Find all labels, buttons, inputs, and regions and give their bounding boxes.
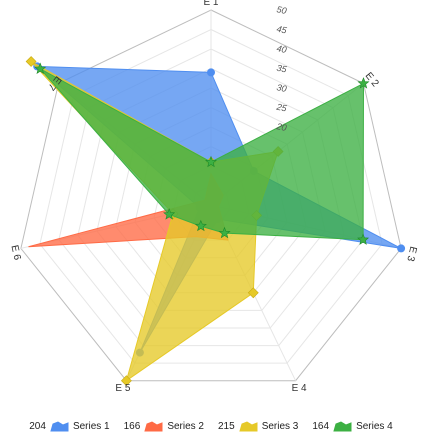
legend-total: 164 (312, 420, 330, 432)
radial-tick-label: 30 (276, 82, 288, 94)
legend-item[interactable]: 215 Series 3 (218, 421, 298, 432)
radar-series (25, 56, 406, 387)
legend-total: 215 (218, 420, 235, 432)
data-point (120, 375, 132, 387)
axis-label: E 5 (115, 383, 130, 394)
legend-item[interactable]: 164 Series 4 (312, 421, 392, 432)
radial-tick-label: 20 (275, 121, 288, 133)
radial-tick-labels: 20 25 30 35 40 45 50 (275, 4, 289, 133)
legend-item[interactable]: 166 Series 2 (124, 421, 204, 432)
radial-tick-label: 50 (276, 4, 288, 16)
data-point (357, 77, 370, 89)
radial-tick-label: 40 (276, 43, 288, 55)
legend-label: Series 2 (167, 420, 204, 432)
legend-item[interactable]: 204 Series 1 (29, 421, 109, 432)
legend-swatch-icon (239, 420, 258, 432)
radial-tick-label: 35 (276, 63, 289, 75)
radial-tick-label: 25 (275, 101, 289, 113)
data-point (25, 56, 37, 67)
series-area (39, 68, 365, 241)
radial-tick-label: 45 (276, 24, 289, 36)
data-point (205, 155, 217, 168)
grid-ring (20, 9, 402, 382)
legend-total: 166 (123, 420, 141, 432)
axis-label: E 3 (404, 245, 418, 263)
axis-label: E 1 (203, 0, 218, 8)
data-point (34, 62, 47, 74)
axis-label: E 4 (292, 383, 307, 394)
data-point (194, 219, 207, 232)
series-4 (34, 62, 370, 245)
axis-label: E 6 (8, 244, 22, 262)
legend: 204 Series 1 166 Series 2 215 Series 3 164 Seri… (0, 417, 422, 435)
data-point (247, 287, 259, 299)
legend-label: Series 4 (356, 420, 393, 432)
legend-label: Series 3 (261, 420, 299, 432)
legend-swatch-icon (144, 420, 163, 432)
data-point (207, 68, 215, 77)
legend-label: Series 1 (72, 420, 110, 432)
data-point (397, 244, 406, 253)
legend-swatch-icon (333, 420, 352, 432)
data-point (218, 226, 231, 239)
legend-total: 204 (29, 420, 46, 432)
legend-swatch-icon (50, 420, 69, 432)
data-point (163, 208, 176, 220)
data-point (357, 233, 370, 245)
